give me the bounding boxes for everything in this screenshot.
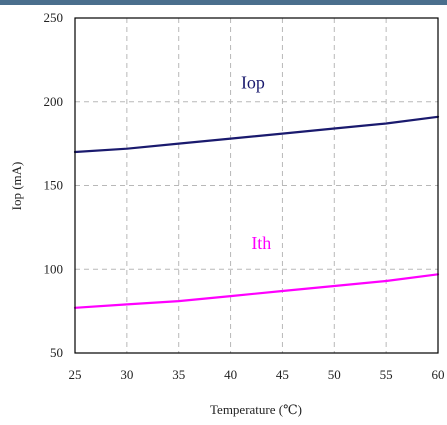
x-tick-label-6: 55	[380, 367, 393, 382]
series-label-ith: Ith	[251, 233, 271, 253]
y-tick-label-1: 100	[44, 261, 64, 276]
y-axis-title: Iop (mA)	[9, 162, 24, 211]
plot-frame	[74, 17, 439, 354]
y-axis-ticks: 50 100 150 200 250	[44, 10, 64, 360]
series-labels: Iop Ith	[241, 72, 271, 253]
y-tick-label-0: 50	[50, 345, 63, 360]
x-axis-ticks: 25 30 35 40 45 50 55 60	[69, 367, 445, 382]
x-tick-label-4: 45	[276, 367, 289, 382]
x-axis-title: Temperature (℃)	[210, 402, 302, 417]
series-line-iop	[73, 115, 440, 154]
series-line-ith	[73, 273, 440, 309]
x-tick-label-0: 25	[69, 367, 82, 382]
series-layer	[73, 115, 440, 309]
x-tick-label-1: 30	[120, 367, 133, 382]
series-label-iop: Iop	[241, 72, 265, 92]
x-tick-label-5: 50	[328, 367, 341, 382]
x-tick-label-2: 35	[172, 367, 185, 382]
x-tick-label-3: 40	[224, 367, 237, 382]
y-tick-label-4: 250	[44, 10, 64, 25]
y-tick-label-2: 150	[44, 178, 64, 193]
y-tick-label-3: 200	[44, 94, 64, 109]
x-tick-label-7: 60	[432, 367, 445, 382]
header-strip	[0, 0, 447, 5]
